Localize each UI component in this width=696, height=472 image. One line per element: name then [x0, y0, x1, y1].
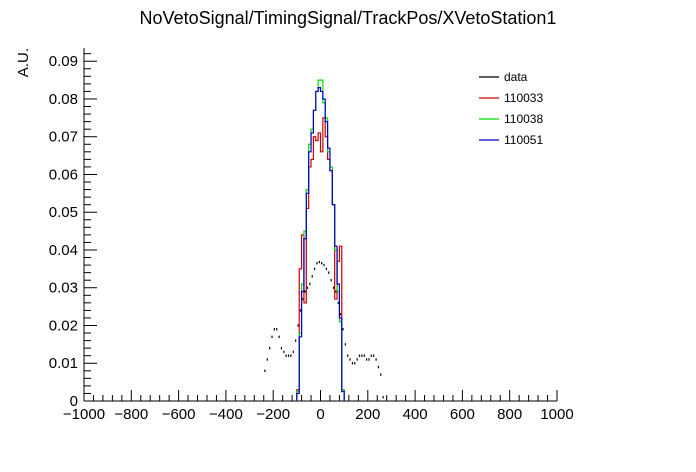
y-tick-label: 0.06	[49, 166, 78, 183]
x-tick-label: −200	[256, 406, 290, 423]
x-tick-label: −400	[209, 406, 243, 423]
x-tick-label: 0	[316, 406, 324, 423]
x-tick-label: 1000	[540, 406, 573, 423]
legend: data 110033 110038 110051	[479, 70, 543, 147]
y-tick-label: 0.04	[49, 242, 78, 259]
y-tick-label: 0.02	[49, 317, 78, 334]
plot-frame	[83, 48, 557, 402]
x-tick-label: 400	[403, 406, 428, 423]
legend-label: 110038	[504, 112, 543, 126]
y-axis: 0 0.01 0.02 0.03 0.04 0.05 0.06 0.07 0.08 0.09	[49, 53, 97, 410]
y-tick-label: 0.08	[49, 91, 78, 108]
x-tick-label: −600	[162, 406, 196, 423]
chart-title: NoVetoSignal/TimingSignal/TrackPos/XVeto…	[140, 8, 557, 28]
x-tick-label: −800	[114, 406, 148, 423]
x-tick-label: 600	[450, 406, 475, 423]
y-axis-label: A.U.	[15, 48, 32, 77]
y-tick-label: 0.09	[49, 53, 78, 70]
y-tick-label: 0.03	[49, 280, 78, 297]
legend-label: 110033	[504, 91, 543, 105]
legend-label: 110051	[504, 133, 543, 147]
series-layer	[264, 79, 384, 401]
x-tick-label: 800	[497, 406, 522, 423]
x-axis: −1000 −800 −600 −400 −200 0 200 400 600 800 1000	[63, 390, 574, 423]
x-tick-label: −1000	[63, 406, 105, 423]
y-tick-label: 0.01	[49, 355, 78, 372]
x-tick-label: 200	[355, 406, 380, 423]
y-tick-label: 0	[70, 393, 78, 410]
y-tick-label: 0.05	[49, 204, 78, 221]
legend-label: data	[504, 70, 528, 84]
series-110051-histogram	[296, 87, 345, 401]
y-tick-label: 0.07	[49, 129, 78, 146]
